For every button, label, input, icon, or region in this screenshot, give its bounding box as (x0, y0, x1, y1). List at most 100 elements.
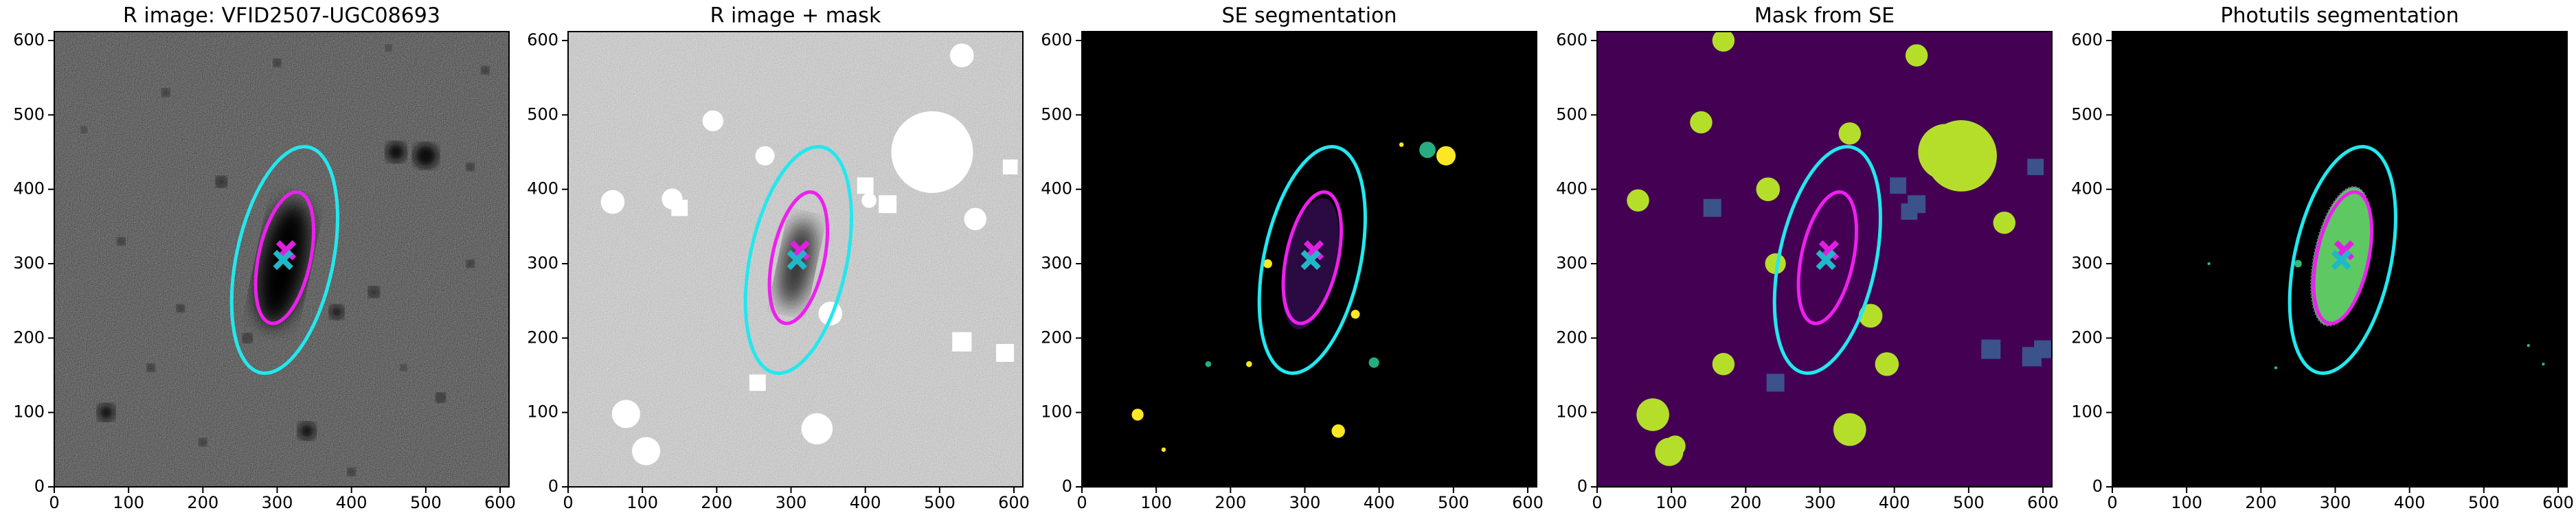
aperture-ellipse (2287, 145, 2397, 375)
image-square (1002, 159, 1018, 174)
y-tick-label: 500 (13, 104, 45, 124)
x-tick-label: 200 (187, 493, 218, 512)
image-source (600, 190, 625, 214)
x-tick-label: 400 (850, 493, 881, 512)
image-source (1131, 409, 1144, 421)
aperture-ellipse (1281, 190, 1344, 325)
x-tick-label: 300 (1805, 493, 1836, 512)
y-tick-label: 400 (13, 179, 45, 198)
image-source (1399, 142, 1404, 147)
axes-frame (1081, 31, 1537, 488)
image-source (414, 144, 438, 168)
image-source (1419, 141, 1436, 159)
y-tick-label: 400 (1041, 179, 1072, 198)
x-tick-label: 200 (1214, 493, 1246, 512)
y-tick-label: 600 (13, 30, 45, 49)
image (2112, 32, 2567, 487)
image-source (1263, 259, 1272, 268)
image-source (1712, 32, 1735, 52)
image-source (216, 176, 227, 187)
y-tick-label: 300 (13, 253, 45, 273)
y-tick-label: 400 (527, 179, 558, 198)
y-tick-label: 500 (1041, 104, 1072, 124)
x-tick-label: 0 (563, 493, 573, 512)
x-tick-label: 500 (1953, 493, 1985, 512)
image-square (1703, 198, 1721, 217)
y-tick-label: 600 (1041, 30, 1072, 49)
image-source (242, 333, 252, 343)
x-tick-label: 100 (113, 493, 144, 512)
image-source (2542, 363, 2545, 366)
image-source (1664, 435, 1686, 457)
x-tick-label: 0 (1076, 493, 1087, 512)
image-source (1368, 357, 1379, 368)
image-source (1838, 122, 1862, 145)
image-source (1756, 177, 1781, 201)
image-square (671, 199, 688, 216)
image-source (385, 45, 392, 52)
image-square (952, 332, 972, 352)
panel: 0 100 200 300 400 500 600 0 100 200 300 400 500 600 R … (13, 4, 516, 513)
image-square (1981, 339, 2001, 359)
image-source (481, 66, 489, 74)
x-tick-label: 100 (2171, 493, 2202, 512)
x-tick-label: 0 (1592, 493, 1602, 512)
image-source (949, 43, 974, 67)
image (54, 32, 509, 487)
y-tick-label: 0 (1062, 477, 1072, 496)
aperture-ellipse (253, 190, 316, 325)
image-source (1246, 360, 1252, 367)
image-source (1765, 253, 1786, 275)
y-tick-label: 100 (13, 402, 45, 422)
y-tick-label: 600 (527, 30, 558, 49)
y-tick-label: 200 (13, 328, 45, 347)
x-tick-label: 600 (998, 493, 1030, 512)
image-square (996, 344, 1015, 362)
y-tick-label: 0 (34, 477, 45, 496)
image-source (1436, 146, 1456, 165)
y-tick-label: 100 (2071, 402, 2103, 422)
y-tick-label: 500 (527, 104, 558, 124)
y-tick-label: 300 (527, 253, 558, 273)
image-source (755, 146, 775, 165)
image-source (80, 126, 87, 133)
image (1597, 32, 2052, 487)
y-tick-label: 200 (1556, 328, 1588, 347)
x-tick-label: 400 (336, 493, 368, 512)
image-source (177, 304, 185, 312)
image-source (2294, 260, 2302, 268)
image-source (611, 400, 640, 428)
image-source (2527, 344, 2530, 347)
aperture-ellipse (1257, 145, 1367, 375)
y-tick-label: 0 (1577, 477, 1588, 496)
x-tick-label: 100 (1656, 493, 1687, 512)
image-source (1627, 189, 1649, 212)
axes-frame (54, 31, 510, 488)
panel: 0 100 200 300 400 500 600 0 100 200 300 400 500 600 Ma… (1556, 4, 2059, 513)
image-source (2207, 262, 2211, 266)
panel-title: R image + mask (710, 4, 881, 28)
image-source (1712, 353, 1735, 376)
panel-title: Photutils segmentation (2220, 4, 2459, 28)
aperture-ellipse (229, 145, 339, 375)
image-source (1993, 211, 2015, 234)
image-source (1351, 310, 1360, 319)
x-tick-label: 400 (2394, 493, 2426, 512)
image-square (879, 195, 897, 214)
image-source (98, 404, 115, 421)
x-tick-label: 300 (262, 493, 293, 512)
y-tick-label: 0 (548, 477, 558, 496)
x-tick-label: 600 (2027, 493, 2059, 512)
y-tick-label: 400 (1556, 179, 1588, 198)
image-source (1331, 424, 1345, 438)
aperture-ellipse (743, 145, 853, 375)
image-square (1890, 177, 1906, 194)
image-source (1690, 111, 1713, 134)
x-tick-label: 100 (1140, 493, 1172, 512)
image-source (386, 142, 406, 162)
y-tick-label: 400 (2071, 179, 2103, 198)
image-source (466, 163, 475, 171)
y-tick-label: 600 (1556, 30, 1588, 49)
image-source (1636, 398, 1669, 431)
